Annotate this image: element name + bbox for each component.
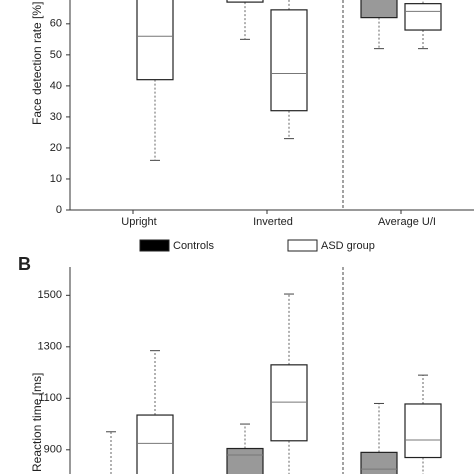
box [360, 451, 398, 474]
y-tick-label: 900 [44, 444, 62, 456]
box [404, 403, 442, 459]
box [360, 0, 398, 19]
box [404, 3, 442, 31]
y-tick-label: 40 [50, 80, 62, 92]
box [136, 414, 174, 474]
y-tick-label: 1300 [38, 341, 62, 353]
y-tick-label: 50 [50, 49, 62, 61]
x-tick-label: Inverted [253, 216, 293, 228]
y-tick-label: 20 [50, 142, 62, 154]
y-tick-label: 1500 [38, 289, 62, 301]
box [270, 364, 308, 442]
y-axis-label: Reaction time [ms] [30, 373, 44, 472]
legend-swatch [139, 239, 170, 252]
y-tick-label: 60 [50, 18, 62, 30]
box [226, 0, 264, 3]
box [270, 9, 308, 112]
x-tick-label: Average U/I [378, 216, 436, 228]
panel-label: B [18, 254, 31, 274]
box [226, 447, 264, 474]
legend-swatch [287, 239, 318, 252]
y-tick-label: 0 [56, 204, 62, 216]
box [136, 0, 174, 81]
legend-label: Controls [173, 240, 214, 252]
legend-label: ASD group [321, 240, 375, 252]
y-tick-label: 1100 [38, 392, 62, 404]
y-tick-label: 10 [50, 173, 62, 185]
y-axis-label: Face detection rate [%] [30, 2, 44, 125]
x-tick-label: Upright [121, 216, 156, 228]
y-tick-label: 30 [50, 111, 62, 123]
